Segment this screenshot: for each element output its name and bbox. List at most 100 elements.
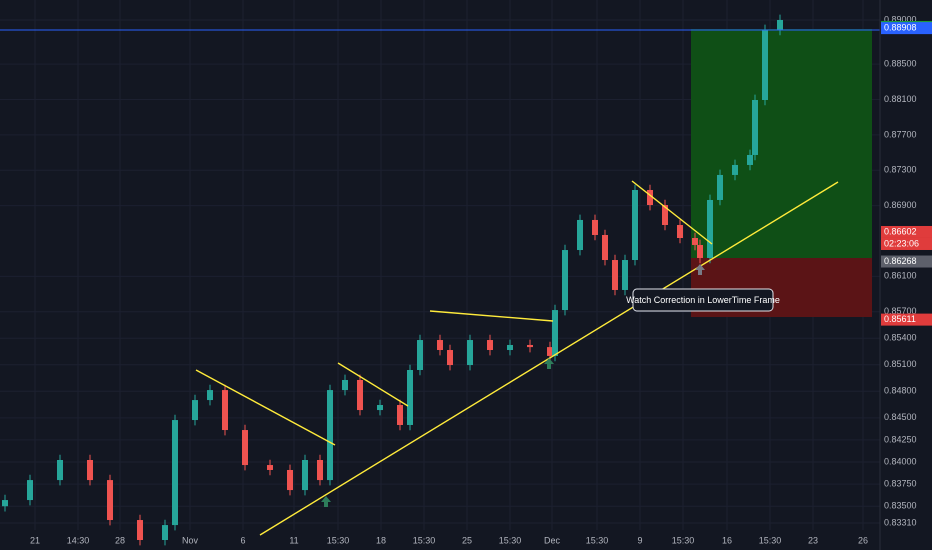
x-tick-label: 28 [115, 535, 125, 545]
candle-body [602, 234, 608, 261]
candle-body [692, 238, 698, 245]
x-tick-label: 26 [858, 535, 868, 545]
annotation: Watch Correction in LowerTime Frame [626, 295, 780, 305]
candle-body [192, 400, 198, 421]
arrow-up [695, 264, 705, 275]
y-tick-label: 0.86100 [884, 271, 917, 281]
candle-body [552, 310, 558, 356]
candle-body [437, 340, 443, 351]
annotation-box [632, 288, 774, 312]
candle-body [57, 459, 63, 481]
x-tick-label: 21 [30, 535, 40, 545]
candle-body [242, 430, 248, 466]
y-tick-label: 0.85100 [884, 359, 917, 369]
countdown-tag [881, 237, 932, 250]
y-tick-label: 0.83750 [884, 479, 917, 489]
price-tag-label: 0.85611 [884, 314, 916, 324]
y-tick-label: 0.84800 [884, 386, 917, 396]
price-tag [881, 225, 932, 238]
x-tick-label: 16 [722, 535, 732, 545]
candle-body [592, 219, 598, 235]
candle-body [577, 219, 583, 251]
x-tick-label: 15:30 [413, 535, 436, 545]
price-tag [881, 255, 932, 268]
candle-body [527, 344, 533, 348]
candle-body [632, 189, 638, 261]
candle-body [287, 469, 293, 491]
x-tick-label: 15:30 [759, 535, 782, 545]
x-tick-label: 15:30 [327, 535, 350, 545]
price-tag-label: 0.86268 [884, 256, 917, 266]
candle-body [222, 390, 228, 431]
trendline [429, 310, 554, 322]
candle-body [302, 459, 308, 491]
x-tick-label: 18 [376, 535, 386, 545]
candle-body [717, 174, 723, 200]
price-tag [881, 22, 932, 35]
candle-body [467, 340, 473, 366]
candle-body [547, 347, 553, 356]
candle-body [732, 164, 738, 175]
arrow-up [544, 358, 554, 369]
candle-body [447, 350, 453, 366]
countdown: 02:23:06 [884, 238, 919, 248]
trendline [631, 180, 713, 245]
candle-body [137, 520, 143, 541]
candle-body [612, 260, 618, 290]
price-axis [880, 0, 932, 550]
axis-labels: 0.89000 0.88500 0.88100 0.87700 0.87300 0.869… [30, 14, 932, 545]
candle-body [417, 340, 423, 370]
y-tick-label: 0.84500 [884, 412, 917, 422]
price-tag-label: 0.86602 [884, 226, 917, 236]
y-tick-label: 0.85700 [884, 306, 917, 316]
candle-body [172, 420, 178, 526]
x-tick-label: 11 [289, 535, 298, 545]
x-tick-label: 14:30 [67, 535, 90, 545]
candle-body [327, 390, 333, 481]
candle-body [647, 189, 653, 206]
y-tick-label: 0.89000 [884, 14, 917, 24]
x-tick-label: Dec [544, 535, 561, 545]
trendline [195, 369, 336, 446]
y-tick-label: 0.83310 [884, 517, 917, 527]
x-tick-label: 6 [240, 535, 245, 545]
candle-body [317, 459, 323, 481]
candle-body [752, 99, 758, 155]
candle-body [397, 405, 403, 425]
candle-body [2, 500, 8, 507]
candle-body [377, 405, 383, 411]
x-tick-label: 25 [462, 535, 472, 545]
y-tick-label: 0.88100 [884, 94, 917, 104]
price-tag [881, 313, 932, 326]
candle-body [107, 480, 113, 521]
candle-body [27, 480, 33, 501]
candle-body [707, 199, 713, 258]
y-tick-label: 0.87300 [884, 165, 917, 175]
y-tick-label: 0.84250 [884, 434, 917, 444]
candle-body [487, 340, 493, 351]
price-tag-label: 0.88908 [884, 22, 917, 32]
plot-area [0, 0, 880, 530]
candles [2, 14, 783, 546]
candle-body [87, 459, 93, 481]
candle-body [407, 369, 413, 425]
candle-body [762, 29, 768, 100]
y-tick-label: 0.84000 [884, 456, 917, 466]
y-tick-label: 0.83500 [884, 501, 917, 511]
x-tick-label: 23 [808, 535, 818, 545]
profit-zone [691, 29, 872, 258]
x-tick-label: 15:30 [499, 535, 522, 545]
candle-body [267, 465, 273, 470]
candle-body [162, 525, 168, 541]
candle-body [697, 244, 703, 258]
candle-body [357, 379, 363, 411]
candle-body [562, 250, 568, 311]
y-tick-label: 0.86900 [884, 200, 917, 210]
x-tick-label: 15:30 [672, 535, 695, 545]
arrow-up [321, 496, 331, 507]
x-tick-label: 9 [637, 535, 642, 545]
y-tick-label: 0.87700 [884, 129, 917, 139]
candle-body [662, 205, 668, 226]
